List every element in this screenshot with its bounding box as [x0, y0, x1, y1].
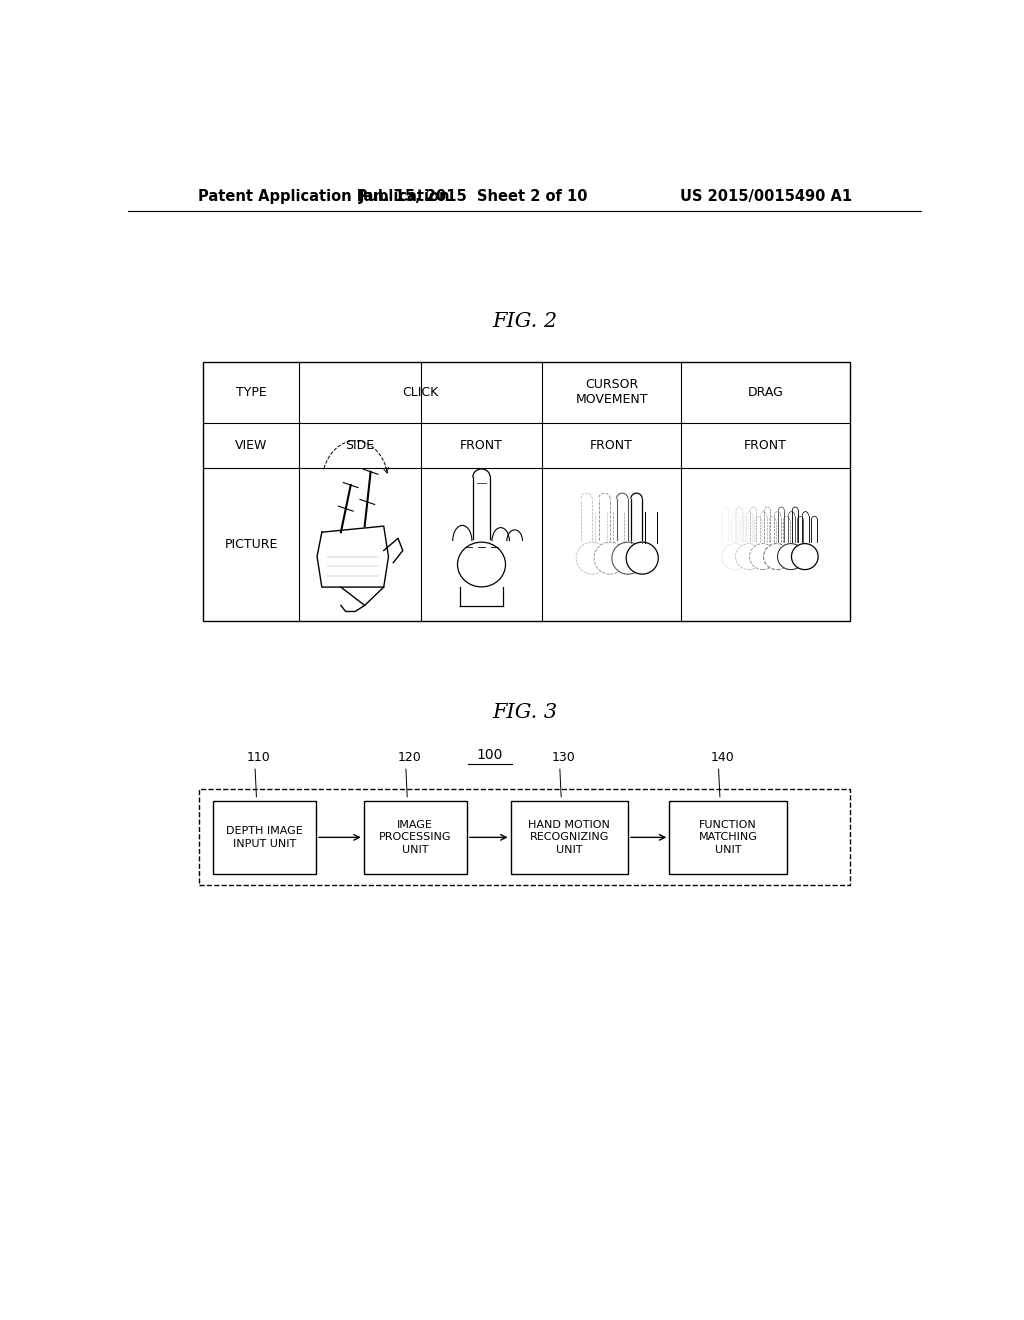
- Text: 130: 130: [552, 751, 575, 764]
- Text: VIEW: VIEW: [236, 438, 267, 451]
- Text: FUNCTION
MATCHING
UNIT: FUNCTION MATCHING UNIT: [698, 820, 758, 855]
- Text: CURSOR
MOVEMENT: CURSOR MOVEMENT: [575, 378, 648, 407]
- Ellipse shape: [777, 544, 804, 570]
- Ellipse shape: [626, 543, 658, 574]
- Text: US 2015/0015490 A1: US 2015/0015490 A1: [680, 189, 852, 203]
- Text: DRAG: DRAG: [748, 385, 783, 399]
- Text: CLICK: CLICK: [402, 385, 439, 399]
- Ellipse shape: [458, 543, 506, 587]
- Ellipse shape: [594, 543, 626, 574]
- Text: FRONT: FRONT: [744, 438, 786, 451]
- Text: 100: 100: [477, 748, 503, 762]
- Text: SIDE: SIDE: [345, 438, 375, 451]
- Ellipse shape: [735, 544, 762, 570]
- Bar: [511, 801, 628, 874]
- Text: FIG. 2: FIG. 2: [493, 312, 557, 330]
- Text: Patent Application Publication: Patent Application Publication: [198, 189, 450, 203]
- Ellipse shape: [750, 544, 776, 570]
- Ellipse shape: [612, 543, 644, 574]
- Text: TYPE: TYPE: [236, 385, 266, 399]
- Text: IMAGE
PROCESSING
UNIT: IMAGE PROCESSING UNIT: [379, 820, 452, 855]
- Text: FRONT: FRONT: [460, 438, 503, 451]
- Text: FIG. 3: FIG. 3: [493, 702, 557, 722]
- Text: FRONT: FRONT: [590, 438, 633, 451]
- Ellipse shape: [722, 544, 749, 570]
- Text: 140: 140: [711, 751, 734, 764]
- Text: HAND MOTION
RECOGNIZING
UNIT: HAND MOTION RECOGNIZING UNIT: [528, 820, 610, 855]
- Bar: [200, 788, 850, 886]
- Ellipse shape: [792, 544, 818, 570]
- Bar: [670, 801, 786, 874]
- Text: 110: 110: [247, 751, 270, 764]
- Text: Jan. 15, 2015  Sheet 2 of 10: Jan. 15, 2015 Sheet 2 of 10: [358, 189, 588, 203]
- Bar: [204, 362, 850, 620]
- Text: PICTURE: PICTURE: [224, 539, 278, 550]
- Text: DEPTH IMAGE
INPUT UNIT: DEPTH IMAGE INPUT UNIT: [226, 826, 303, 849]
- Ellipse shape: [764, 544, 791, 570]
- Text: 120: 120: [398, 751, 422, 764]
- Ellipse shape: [577, 543, 608, 574]
- Bar: [364, 801, 467, 874]
- Bar: [213, 801, 316, 874]
